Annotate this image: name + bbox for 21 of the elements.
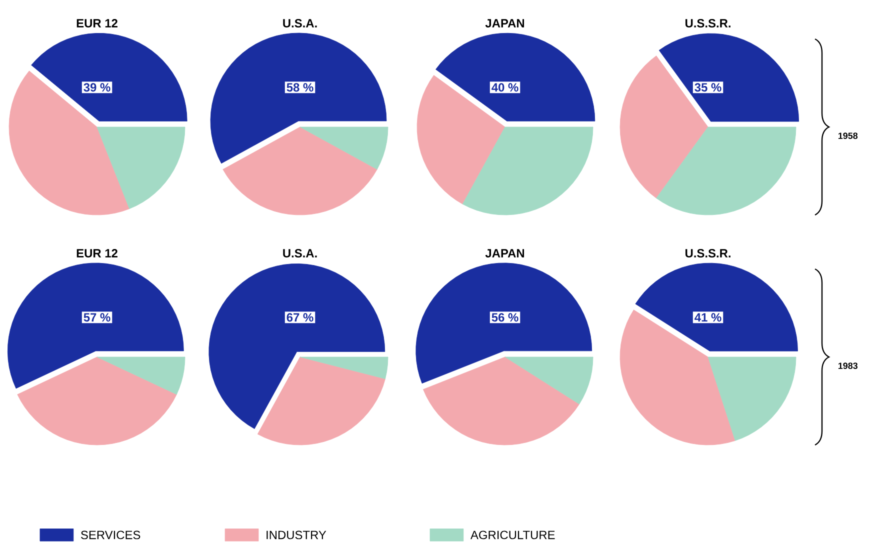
data-label: 35 % [694, 83, 722, 92]
data-label: 58 % [286, 83, 314, 92]
chart-title: U.S.A. [283, 19, 317, 28]
legend-label: SERVICES [81, 530, 140, 540]
data-label: 40 % [492, 83, 518, 92]
chart-title: U.S.S.R. [685, 19, 730, 28]
chart-title: JAPAN [485, 19, 524, 28]
data-label: 67 % [286, 313, 314, 322]
data-label: 41 % [694, 313, 722, 322]
text: 1958 [838, 132, 858, 139]
chart-title: EUR 12 [76, 249, 118, 258]
text: 1983 [838, 362, 858, 369]
data-label: 56 % [492, 313, 518, 322]
data-label: 39 % [84, 83, 110, 92]
chart-title: U.S.S.R. [685, 249, 730, 258]
chart-title: JAPAN [485, 249, 524, 258]
legend-label: AGRICULTURE [470, 530, 555, 540]
chart-title: EUR 12 [76, 19, 118, 28]
legend-label: INDUSTRY [266, 530, 326, 540]
chart-title: U.S.A. [283, 249, 317, 258]
data-label: 57 % [84, 313, 110, 322]
